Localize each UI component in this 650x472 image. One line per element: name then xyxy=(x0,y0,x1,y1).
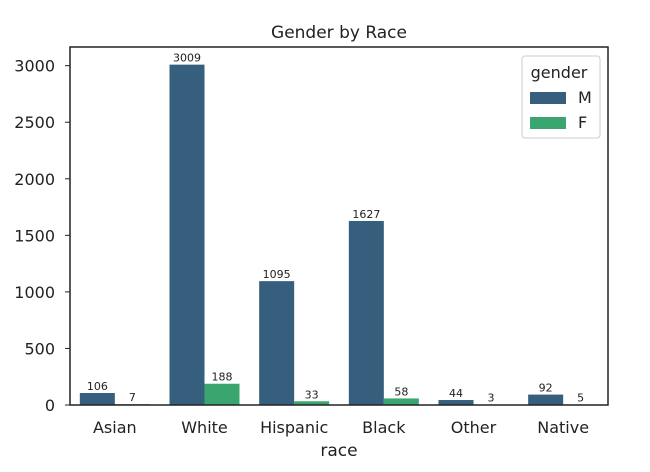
bar-value-label: 1095 xyxy=(263,268,291,281)
bar-m-hispanic xyxy=(259,281,295,405)
y-tick-label: 0 xyxy=(45,396,55,415)
x-tick-label: White xyxy=(181,418,228,437)
y-tick-label: 2500 xyxy=(14,113,55,132)
bar-value-label: 106 xyxy=(87,380,108,393)
bar-m-asian xyxy=(79,393,115,405)
y-axis-ticks: 0 500 1000 1500 2000 2500 3000 xyxy=(14,57,70,415)
bar-value-label: 44 xyxy=(449,387,463,400)
legend-label-f: F xyxy=(578,113,587,132)
y-tick-label: 1000 xyxy=(14,283,55,302)
bar-value-label: 188 xyxy=(212,371,233,384)
chart-title: Gender by Race xyxy=(271,23,407,43)
y-tick-label: 500 xyxy=(24,339,55,358)
x-axis-ticks: Asian White Hispanic Black Other Native xyxy=(93,418,589,437)
x-axis-label: race xyxy=(320,441,357,461)
bar-f-black xyxy=(383,398,419,405)
bar-f-hispanic xyxy=(294,401,330,405)
series-m-bars xyxy=(79,64,564,405)
x-tick-label: Black xyxy=(362,418,406,437)
bar-value-labels: 106 3009 1095 1627 44 92 7 188 33 58 3 5 xyxy=(87,52,584,405)
bar-value-label: 58 xyxy=(394,385,408,398)
x-tick-label: Native xyxy=(537,418,589,437)
plot-area: 106 3009 1095 1627 44 92 7 188 33 58 3 5 xyxy=(69,46,609,406)
bar-value-label: 92 xyxy=(539,382,553,395)
x-tick-label: Other xyxy=(451,418,497,437)
legend-swatch-m xyxy=(530,92,566,104)
legend-swatch-f xyxy=(530,117,566,129)
y-tick-label: 2000 xyxy=(14,170,55,189)
bar-f-white xyxy=(204,383,240,405)
legend: gender M F xyxy=(521,55,601,139)
bar-value-label: 1627 xyxy=(352,208,380,221)
plot-frame xyxy=(69,46,609,406)
y-tick-label: 3000 xyxy=(14,57,55,76)
bar-value-label: 33 xyxy=(305,388,319,401)
y-tick-label: 1500 xyxy=(14,226,55,245)
bar-m-black xyxy=(348,220,384,405)
bar-m-white xyxy=(169,64,205,405)
bar-value-label: 7 xyxy=(129,391,136,404)
bar-value-label: 5 xyxy=(577,391,584,404)
bar-value-label: 3009 xyxy=(173,52,201,65)
bar-m-native xyxy=(528,394,564,405)
x-tick-label: Hispanic xyxy=(260,418,328,437)
legend-title: gender xyxy=(531,63,588,82)
bar-m-other xyxy=(438,400,474,405)
x-tick-label: Asian xyxy=(93,418,137,437)
legend-label-m: M xyxy=(578,88,592,107)
bar-value-label: 3 xyxy=(488,392,495,405)
